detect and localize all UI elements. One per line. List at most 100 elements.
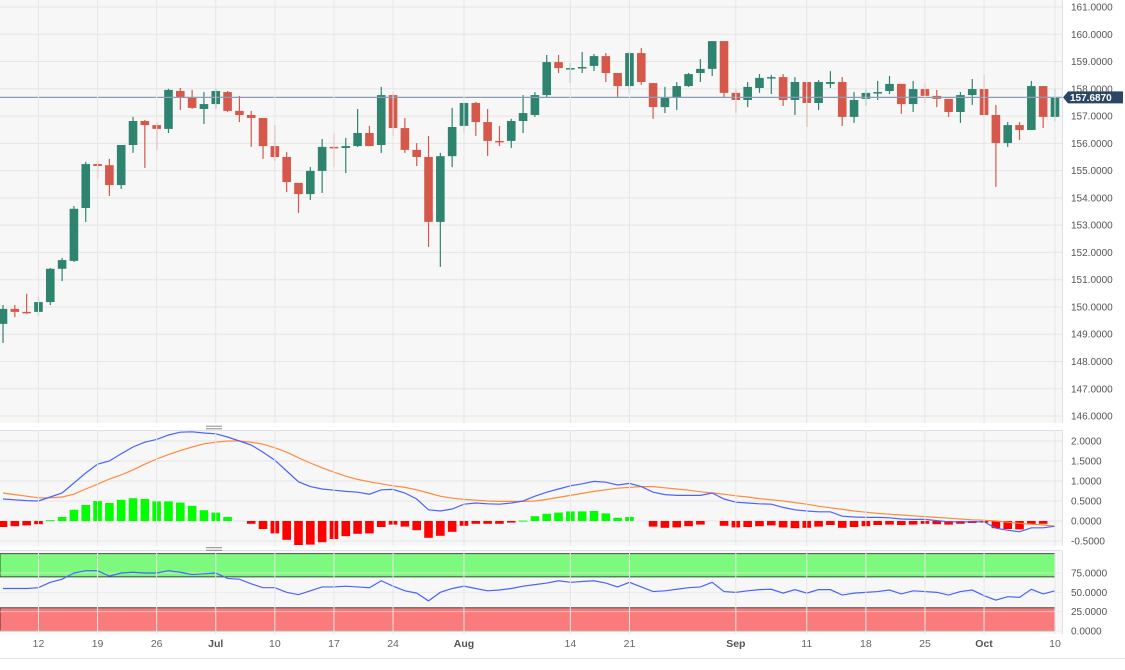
bearish-candle[interactable]: [235, 95, 244, 123]
bullish-candle[interactable]: [69, 206, 79, 262]
bearish-candle[interactable]: [400, 117, 410, 153]
bearish-candle[interactable]: [897, 83, 906, 114]
macd-tick-label: 0.0000: [1071, 517, 1102, 528]
bearish-candle[interactable]: [105, 158, 114, 196]
rsi-tick-label: 50.0000: [1071, 588, 1108, 599]
bullish-candle[interactable]: [57, 257, 67, 282]
bullish-candle[interactable]: [436, 152, 445, 267]
macd-panel[interactable]: 2.0000 1.5000 1.0000 0.5000 0.0000 -0.5000: [0, 430, 1105, 548]
bullish-candle[interactable]: [341, 137, 351, 174]
price-tick-label: 148.0000: [1071, 357, 1113, 368]
bullish-candle[interactable]: [908, 80, 918, 112]
bearish-candle[interactable]: [223, 90, 232, 112]
bearish-candle[interactable]: [176, 87, 185, 111]
macd-histogram-bar: [10, 521, 20, 527]
bearish-candle[interactable]: [1038, 86, 1048, 129]
candle-body: [223, 92, 232, 111]
macd-histogram-bar: [164, 501, 173, 521]
bearish-candle[interactable]: [365, 125, 374, 147]
signal-line: [2, 440, 1056, 527]
bearish-candle[interactable]: [258, 117, 268, 159]
date-label: 26: [151, 638, 163, 650]
macd-histogram-bar: [1003, 521, 1012, 529]
rsi-tick-label: 75.0000: [1071, 569, 1108, 580]
bullish-candle[interactable]: [826, 71, 835, 88]
price-plot-area[interactable]: [0, 0, 1062, 423]
bearish-candle[interactable]: [471, 101, 481, 136]
bullish-candle[interactable]: [885, 75, 894, 94]
bearish-candle[interactable]: [187, 89, 197, 109]
bullish-candle[interactable]: [317, 138, 327, 193]
bullish-candle[interactable]: [707, 41, 717, 76]
bullish-candle[interactable]: [353, 108, 362, 147]
bearish-candle[interactable]: [778, 74, 788, 106]
candle-body: [790, 81, 800, 100]
bullish-candle[interactable]: [684, 72, 693, 87]
macd-histogram-bar: [696, 521, 705, 525]
bearish-candle[interactable]: [719, 41, 729, 99]
candle-body: [365, 132, 374, 147]
bullish-candle[interactable]: [45, 267, 55, 306]
candle-body: [376, 95, 386, 145]
bullish-candle[interactable]: [743, 81, 752, 108]
date-label: Aug: [454, 638, 474, 650]
price-panel[interactable]: 161.0000 160.0000 159.0000 158.0000 157.0000…: [0, 0, 1123, 423]
bullish-candle[interactable]: [790, 77, 800, 115]
bearish-candle[interactable]: [1015, 122, 1024, 141]
bearish-candle[interactable]: [294, 182, 303, 213]
bullish-candle[interactable]: [128, 116, 138, 153]
bearish-candle[interactable]: [636, 47, 646, 85]
candle-body: [660, 96, 670, 108]
bearish-candle[interactable]: [282, 152, 291, 193]
bullish-candle[interactable]: [967, 78, 977, 105]
panel-resize-handles[interactable]: [206, 425, 222, 551]
bullish-candle[interactable]: [767, 74, 776, 94]
candle-body: [341, 146, 351, 148]
date-label: 18: [860, 638, 872, 650]
bullish-candle[interactable]: [589, 53, 599, 72]
bullish-candle[interactable]: [116, 144, 126, 189]
bullish-candle[interactable]: [518, 95, 528, 133]
bearish-candle[interactable]: [140, 119, 150, 168]
candle-body: [672, 86, 682, 97]
macd-histogram-bar: [908, 521, 918, 525]
bearish-candle[interactable]: [648, 83, 658, 119]
bullish-candle[interactable]: [542, 54, 552, 97]
macd-plot-area[interactable]: [0, 430, 1062, 546]
rsi-panel[interactable]: 75.0000 50.0000 25.0000 0.0000: [0, 550, 1108, 638]
macd-histogram-bar: [672, 521, 682, 528]
bearish-candle[interactable]: [837, 77, 847, 126]
bullish-candle[interactable]: [81, 161, 91, 222]
panel-resize-handle[interactable]: [206, 547, 222, 551]
bullish-candle[interactable]: [660, 86, 670, 114]
macd-histogram-bar: [648, 521, 658, 527]
bullish-candle[interactable]: [577, 51, 587, 73]
bearish-candle[interactable]: [554, 54, 563, 73]
bullish-candle[interactable]: [1003, 122, 1012, 147]
bearish-candle[interactable]: [991, 104, 1001, 187]
bearish-candle[interactable]: [495, 125, 504, 147]
bullish-candle[interactable]: [814, 80, 823, 111]
bearish-candle[interactable]: [944, 98, 953, 117]
panel-resize-handle[interactable]: [206, 425, 222, 430]
bullish-candle[interactable]: [1027, 80, 1036, 130]
bearish-candle[interactable]: [424, 135, 433, 247]
bullish-candle[interactable]: [672, 81, 682, 111]
bullish-candle[interactable]: [755, 74, 764, 93]
bearish-candle[interactable]: [613, 72, 622, 97]
bullish-candle[interactable]: [0, 305, 8, 343]
bearish-candle[interactable]: [10, 305, 20, 318]
bullish-candle[interactable]: [696, 59, 705, 82]
bearish-candle[interactable]: [483, 108, 492, 156]
bullish-candle[interactable]: [506, 118, 516, 148]
candle-body: [743, 86, 752, 100]
bullish-candle[interactable]: [306, 167, 315, 201]
bearish-candle[interactable]: [246, 110, 256, 147]
bullish-candle[interactable]: [530, 92, 540, 117]
bearish-candle[interactable]: [412, 143, 421, 166]
bullish-candle[interactable]: [164, 88, 173, 133]
bearish-candle[interactable]: [601, 53, 611, 82]
bearish-candle[interactable]: [22, 293, 31, 314]
bullish-candle[interactable]: [447, 107, 457, 168]
